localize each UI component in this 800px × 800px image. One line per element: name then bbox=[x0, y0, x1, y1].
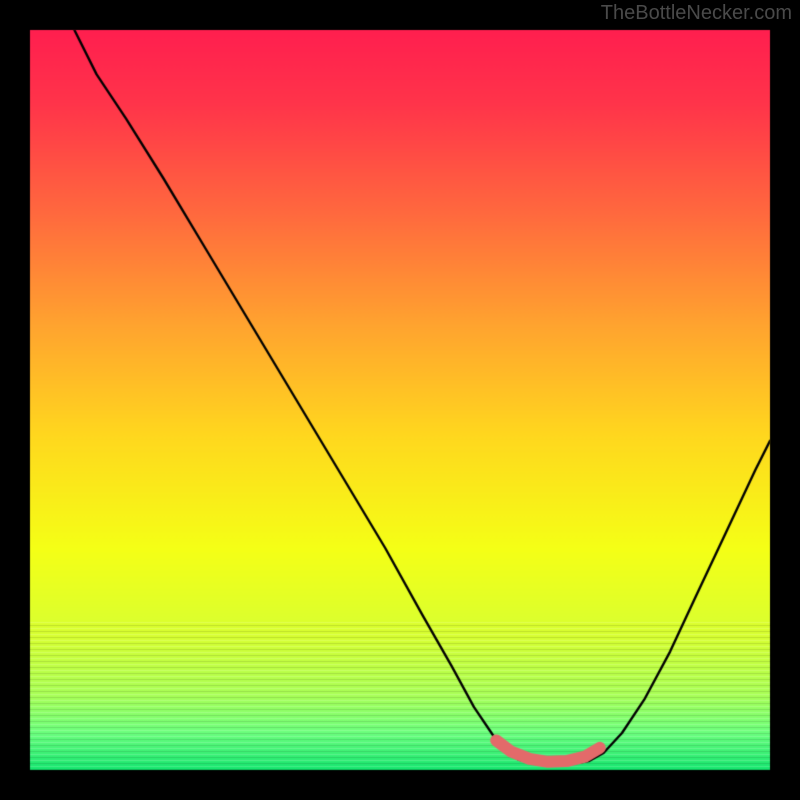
figure-stage: TheBottleNecker.com bbox=[0, 0, 800, 800]
watermark-text: TheBottleNecker.com bbox=[601, 2, 792, 25]
bottleneck-curve-layer bbox=[0, 0, 800, 800]
